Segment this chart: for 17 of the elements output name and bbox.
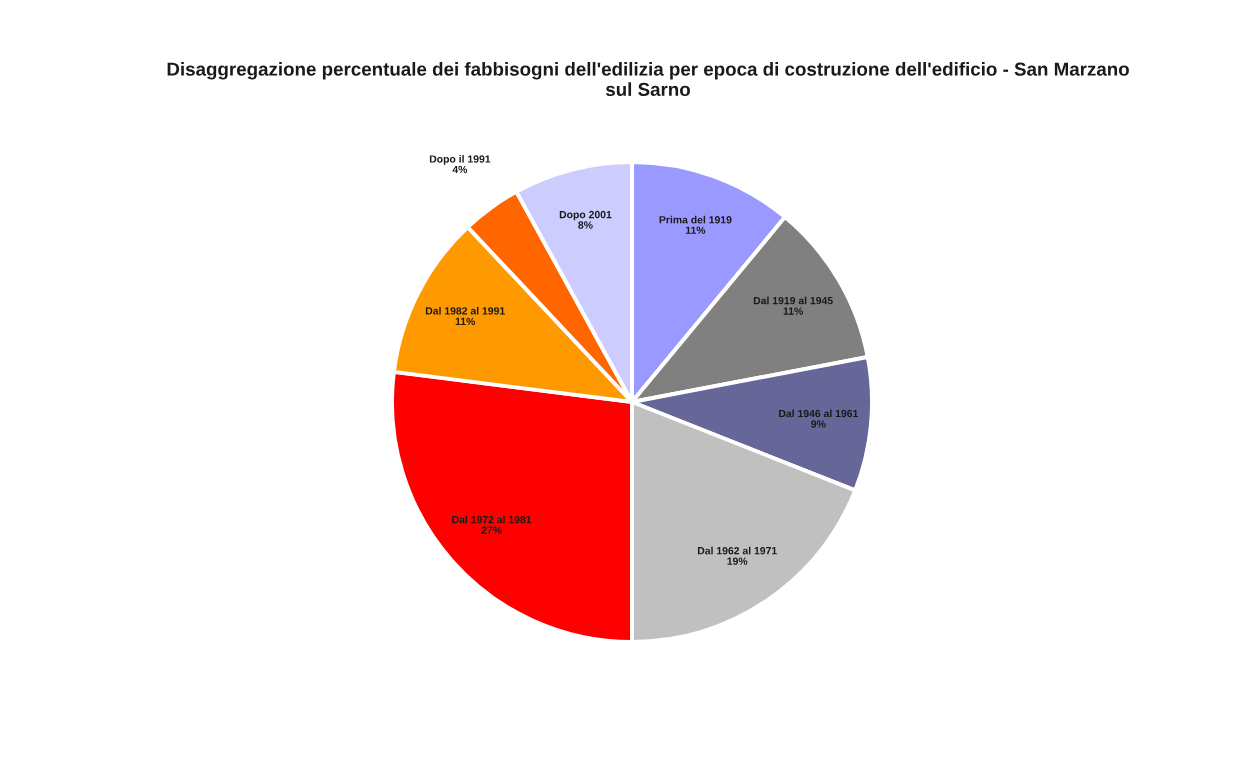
slice-label: Dopo 2001 <box>559 210 612 221</box>
data-label: 9% <box>811 420 826 428</box>
data-label: 4% <box>452 165 468 174</box>
data-label: 11% <box>783 307 803 315</box>
slice-label: Dal 1982 al 1991 <box>425 306 505 315</box>
slice-label: Dal 1962 al 1971 <box>697 546 777 555</box>
data-label: 8% <box>578 221 593 229</box>
data-label: 19% <box>727 557 748 565</box>
slice-label: Dopo il 1991 <box>429 155 491 165</box>
slice-label: Dal 1972 al 1981 <box>452 515 532 524</box>
data-label: 11% <box>455 317 476 326</box>
data-label: 27% <box>481 526 502 534</box>
slice-label: Dal 1946 al 1961 <box>779 409 859 418</box>
slice-label: Prima del 1919 <box>659 215 732 224</box>
data-label: 11% <box>685 226 706 234</box>
chart-title: Disaggregazione percentuale dei fabbisogni dell'edilizia per epoca di costruzione dell'edificio - San Marzano sul Sarno <box>167 62 1129 97</box>
slice-label: Dal 1919 al 1945 <box>753 296 833 305</box>
